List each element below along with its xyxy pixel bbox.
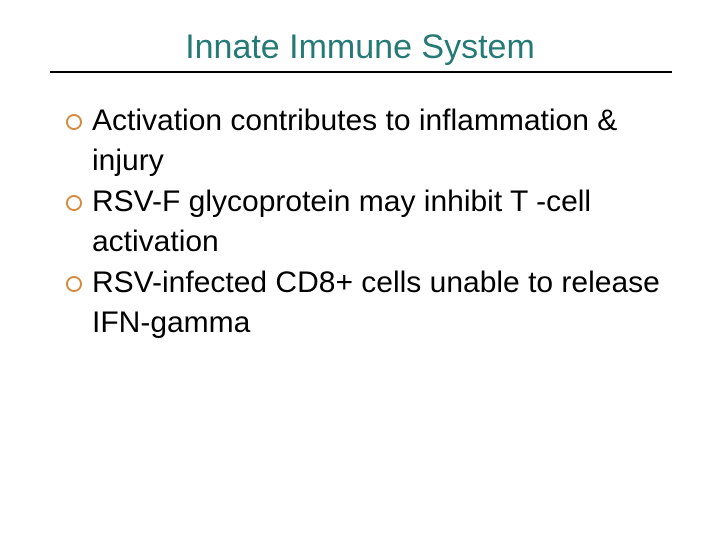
list-item: Activation contributes to inflammation &… [66, 101, 672, 180]
circle-bullet-icon [66, 114, 82, 130]
bullet-list: Activation contributes to inflammation &… [48, 101, 672, 343]
title-divider [50, 71, 672, 73]
list-item: RSV-infected CD8+ cells unable to releas… [66, 263, 672, 342]
circle-bullet-icon [66, 276, 82, 292]
slide-container: Innate Immune System Activation contribu… [0, 0, 720, 540]
bullet-text: RSV-infected CD8+ cells unable to releas… [92, 263, 672, 342]
list-item: RSV-F glycoprotein may inhibit T -cell a… [66, 182, 672, 261]
bullet-text: Activation contributes to inflammation &… [92, 101, 672, 180]
bullet-text: RSV-F glycoprotein may inhibit T -cell a… [92, 182, 672, 261]
circle-bullet-icon [66, 195, 82, 211]
slide-title: Innate Immune System [48, 28, 672, 67]
